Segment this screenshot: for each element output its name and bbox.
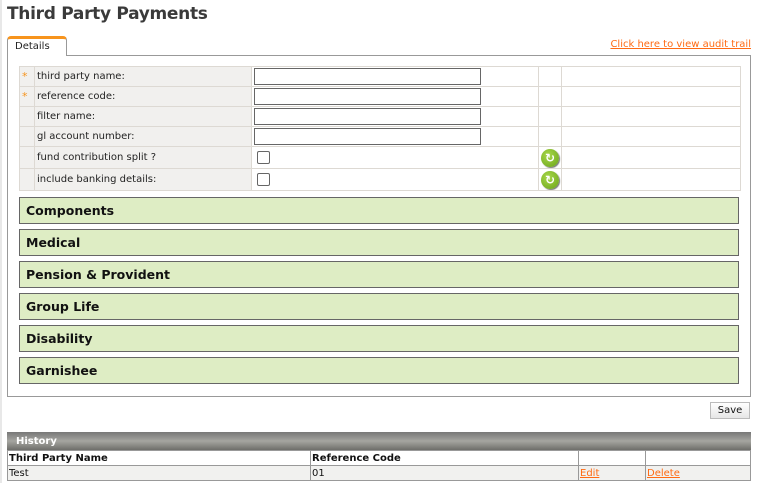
field-input[interactable]: [254, 128, 481, 145]
history-table: Third Party Name Reference Code Test 01 …: [7, 450, 751, 481]
field-input[interactable]: [254, 88, 481, 105]
delete-link[interactable]: Delete: [647, 467, 680, 479]
section-header[interactable]: Group Life: [19, 293, 739, 320]
form-row: gl account number:: [19, 126, 741, 147]
section-header[interactable]: Disability: [19, 325, 739, 352]
field-label: include banking details:: [34, 168, 252, 191]
field-checkbox[interactable]: [257, 151, 270, 164]
refresh-icon[interactable]: ↻: [541, 170, 559, 189]
form-row: filter name:: [19, 106, 741, 127]
third-party-name-cell: Test: [7, 465, 311, 481]
field-label: filter name:: [34, 106, 252, 127]
form-row: include banking details: ↻: [19, 168, 741, 191]
required-marker: *: [22, 70, 28, 83]
history-header: History: [7, 432, 751, 450]
tab-details[interactable]: Details: [7, 36, 67, 56]
section-header[interactable]: Pension & Provident: [19, 261, 739, 288]
field-label: gl account number:: [34, 126, 252, 147]
page-title: Third Party Payments: [7, 4, 208, 24]
field-input[interactable]: [254, 108, 481, 125]
column-header: Reference Code: [310, 450, 579, 466]
column-header: Third Party Name: [7, 450, 311, 466]
section-header[interactable]: Components: [19, 197, 739, 224]
field-checkbox[interactable]: [257, 173, 270, 186]
form-row: * reference code:: [19, 86, 741, 107]
form-row: fund contribution split ? ↻: [19, 146, 741, 169]
field-label: reference code:: [34, 86, 252, 107]
required-marker: *: [22, 90, 28, 103]
left-edge: [0, 0, 2, 483]
column-header: [578, 450, 646, 466]
table-row: Test 01 Edit Delete: [7, 465, 751, 481]
history-header-row: Third Party Name Reference Code: [7, 450, 751, 466]
audit-trail-link[interactable]: Click here to view audit trail: [610, 39, 751, 50]
details-form: * third party name: * reference code: fi…: [19, 66, 741, 191]
field-label: fund contribution split ?: [34, 146, 252, 169]
save-button[interactable]: Save: [710, 402, 750, 419]
field-input[interactable]: [254, 68, 481, 85]
edit-link[interactable]: Edit: [580, 467, 600, 479]
reference-code-cell: 01: [310, 465, 579, 481]
column-header: [645, 450, 751, 466]
refresh-icon[interactable]: ↻: [541, 148, 559, 167]
field-label: third party name:: [34, 66, 252, 87]
details-panel: * third party name: * reference code: fi…: [7, 55, 751, 397]
form-row: * third party name:: [19, 66, 741, 87]
section-header[interactable]: Medical: [19, 229, 739, 256]
section-header[interactable]: Garnishee: [19, 357, 739, 384]
